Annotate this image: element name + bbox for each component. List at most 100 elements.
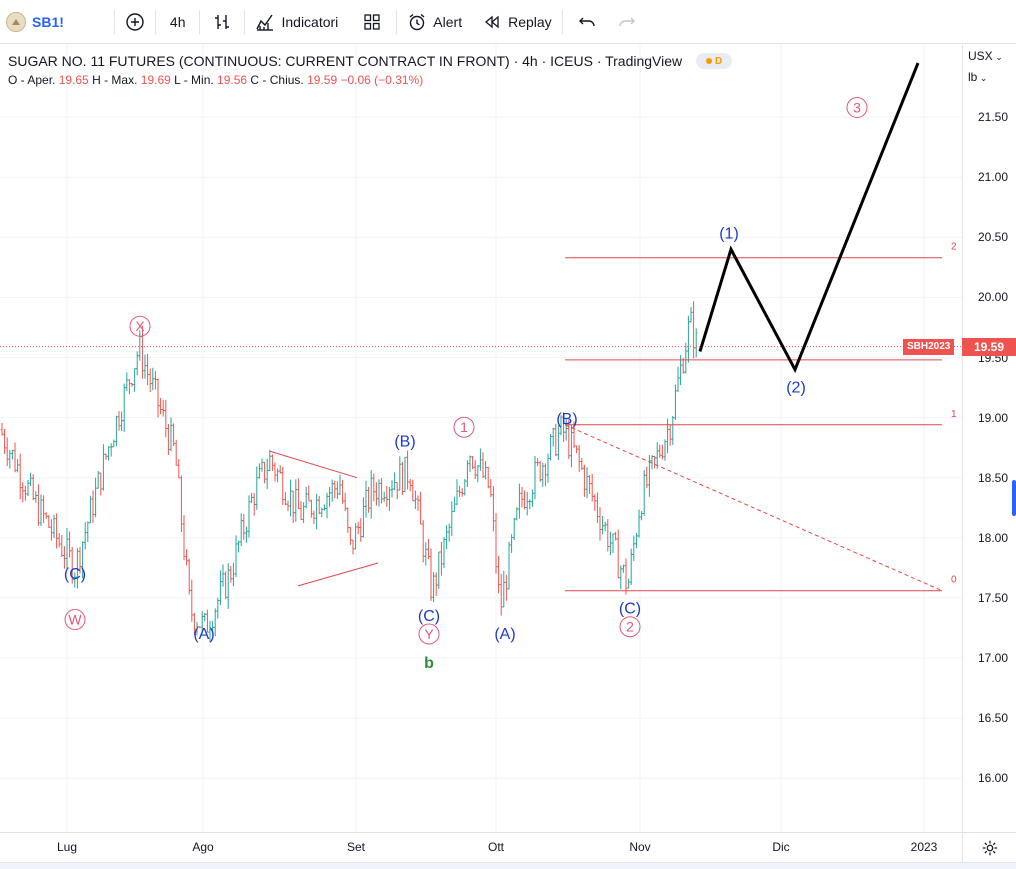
wave-label: (B)	[556, 411, 577, 428]
indicators-button[interactable]: Indicatori	[245, 0, 348, 44]
sidebar-handle[interactable]	[1012, 480, 1016, 516]
chart-settings-button[interactable]	[962, 832, 1016, 862]
time-tick-label: 2023	[910, 840, 938, 854]
wave-label: 3	[853, 99, 861, 115]
symbol-logo-icon	[6, 11, 26, 32]
wave-label: 2	[626, 619, 634, 635]
wave-label: (1)	[719, 226, 739, 243]
layouts-button[interactable]	[348, 0, 396, 44]
price-tick-label: 17.00	[977, 651, 1008, 665]
toolbar-divider	[199, 9, 201, 34]
close-value: 19.59	[307, 73, 338, 87]
open-value: 19.65	[58, 73, 89, 87]
replay-label: Replay	[508, 13, 552, 30]
open-label: O - Aper.	[8, 73, 56, 87]
indicators-label: Indicatori	[281, 13, 339, 30]
chevron-down-icon: ⌄	[977, 73, 988, 83]
fib-level-label: 0	[951, 575, 957, 586]
alert-button[interactable]: Alert	[397, 0, 472, 44]
time-tick-label: Nov	[629, 840, 651, 854]
wave-label: (B)	[394, 434, 415, 451]
wave-label: (C)	[619, 601, 641, 618]
toolbar-divider	[561, 9, 563, 34]
wave-label: b	[424, 655, 434, 672]
time-tick-label: Ago	[192, 840, 214, 854]
time-tick-label: Set	[346, 840, 366, 854]
wave-label: W	[68, 612, 82, 628]
wave-label-circle	[619, 616, 641, 638]
fib-level-label: 2	[951, 242, 957, 253]
price-tick-label: 21.00	[977, 170, 1008, 185]
currency-selector[interactable]: USX ⌄	[968, 49, 1003, 63]
interval-button[interactable]: 4h	[156, 0, 200, 44]
time-tick-label: Ott	[487, 840, 505, 854]
chart-legend: SUGAR NO. 11 FUTURES (CONTINUOUS: CURREN…	[8, 53, 733, 87]
time-tick-label: Lug	[56, 840, 78, 854]
currency-label: USX	[968, 49, 993, 63]
triangle-upper-line	[269, 450, 358, 479]
price-tick-label: 21.50	[977, 110, 1008, 125]
symbol-label: SB1!	[32, 13, 64, 30]
toolbar-divider	[113, 9, 115, 34]
fib-trend-line	[564, 424, 943, 592]
toolbar-divider	[244, 9, 246, 34]
unit-label: lb	[968, 70, 978, 84]
replay-button[interactable]: Replay	[472, 0, 562, 44]
bottom-panel-strip	[0, 862, 1016, 869]
wave-label-circle	[846, 96, 868, 118]
legend-title: SUGAR NO. 11 FUTURES (CONTINUOUS: CURREN…	[8, 53, 683, 69]
indicators-icon	[255, 12, 275, 32]
price-tick-label: 20.50	[977, 230, 1008, 245]
high-label: H - Max.	[92, 73, 138, 87]
wave-label: (A)	[193, 626, 214, 643]
redo-button[interactable]	[611, 0, 643, 44]
unit-selector[interactable]: lb ⌄	[968, 70, 987, 84]
price-tick-label: 18.00	[977, 530, 1008, 545]
data-status-badge[interactable]: D	[696, 53, 733, 69]
low-value: 19.56	[217, 73, 248, 87]
wave-label: 1	[460, 419, 468, 435]
triangle-lower-line	[297, 562, 379, 587]
plus-circle-icon	[125, 12, 145, 32]
toolbar-divider	[154, 9, 156, 34]
price-chart[interactable]: 210 (C)WX(A)(B)(C)Yb1(A)(B)(C)2(1)(2)3	[0, 45, 962, 832]
wave-label: (2)	[786, 380, 806, 397]
high-value: 19.69	[140, 73, 171, 87]
wave-label: Y	[424, 626, 434, 642]
price-tick-label: 16.50	[977, 711, 1008, 726]
close-label: C - Chius.	[250, 73, 304, 87]
contract-tag: SBH2023	[903, 338, 955, 355]
toolbar-divider	[396, 9, 398, 34]
compare-button[interactable]	[115, 0, 155, 44]
status-dot-icon	[706, 58, 713, 64]
chart-type-button[interactable]	[200, 0, 244, 44]
redo-icon	[617, 12, 637, 32]
chevron-down-icon: ⌄	[992, 52, 1003, 62]
wave-label: (A)	[494, 626, 515, 643]
price-tick-label: 17.50	[977, 590, 1008, 605]
bar-chart-type-icon	[212, 12, 232, 32]
time-tick-label: Dic	[772, 840, 790, 854]
top-toolbar: SB1! 4h Indicatori Alert	[0, 0, 1016, 44]
undo-button[interactable]	[563, 0, 611, 44]
wave-label-circle	[64, 609, 86, 631]
gear-icon	[982, 840, 997, 855]
rewind-icon	[482, 12, 502, 32]
interval-label: 4h	[169, 13, 186, 30]
wave-label-circle	[453, 416, 475, 438]
price-tick-label: 19.00	[977, 410, 1008, 425]
change-value: −0.06 (−0.31%)	[340, 73, 424, 87]
undo-icon	[577, 12, 597, 32]
price-tick-label: 18.50	[977, 470, 1008, 485]
wave-label-circle	[418, 623, 440, 645]
wave-label: X	[135, 318, 145, 334]
grid-layout-icon	[362, 12, 382, 32]
fib-level-label: 1	[951, 409, 957, 420]
time-axis[interactable]: Lug Ago Set Ott Nov Dic 2023	[0, 832, 962, 862]
wave-label: (C)	[64, 566, 86, 583]
symbol-search[interactable]: SB1!	[0, 0, 74, 44]
price-axis[interactable]: 21.50 21.00 20.50 20.00 19.50 19.00 18.50 18.00…	[962, 45, 1016, 832]
alarm-clock-icon	[407, 12, 427, 32]
elliott-projection-path	[698, 62, 920, 374]
